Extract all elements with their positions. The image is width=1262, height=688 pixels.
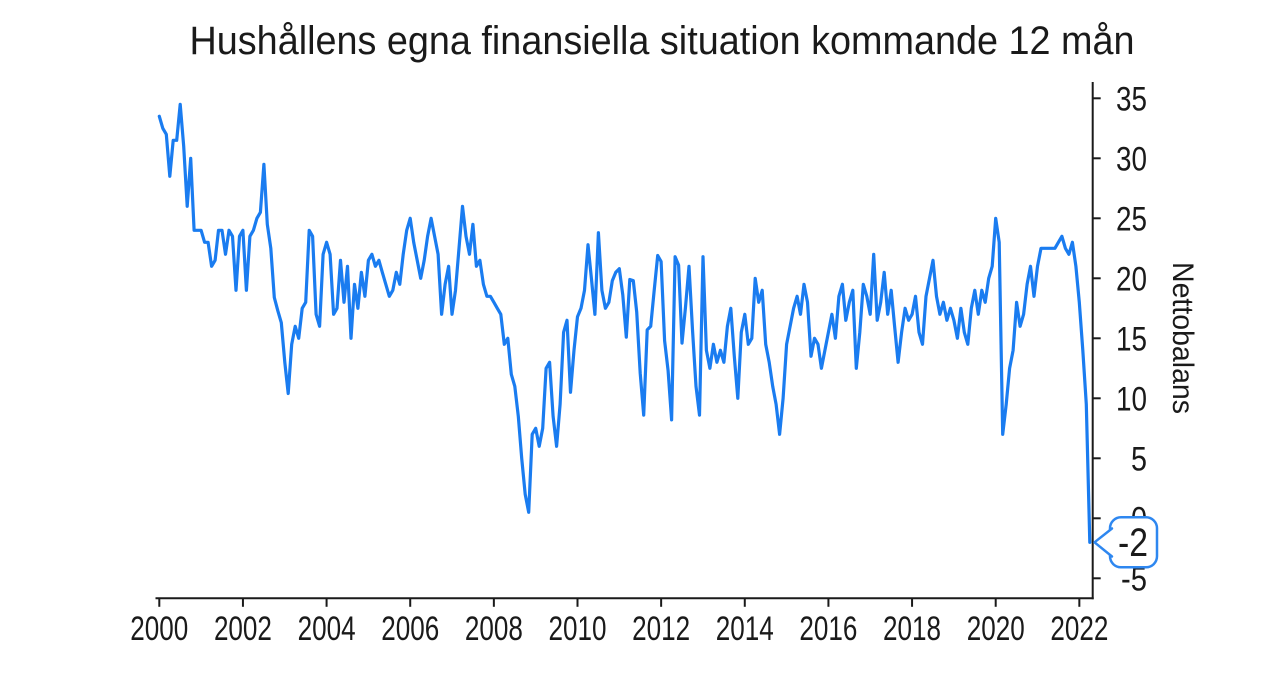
y-axis-label: Nettobalans <box>1166 262 1199 414</box>
y-tick-label: 5 <box>1131 440 1147 478</box>
y-tick-label: 25 <box>1116 200 1147 238</box>
x-tick-label: 2020 <box>967 610 1025 648</box>
y-tick-label: 15 <box>1116 320 1147 358</box>
callout-pointer-fill <box>1094 528 1112 557</box>
x-tick-label: 2004 <box>298 610 356 648</box>
callout-value: -2 <box>1118 521 1148 565</box>
series-line <box>157 102 1092 544</box>
x-tick-label: 2002 <box>214 610 272 648</box>
x-tick-label: 2018 <box>883 610 941 648</box>
y-tick-label: 30 <box>1116 140 1147 178</box>
y-tick-label: 35 <box>1116 80 1147 118</box>
x-tick-label: 2010 <box>549 610 607 648</box>
chart-title: Hushållens egna finansiella situation ko… <box>190 19 1135 63</box>
x-tick-label: 2006 <box>381 610 439 648</box>
x-tick-label: 2008 <box>465 610 523 648</box>
callout-pointer-icon <box>1093 527 1114 558</box>
x-tick-label: 2000 <box>130 610 188 648</box>
y-tick-label: 10 <box>1116 380 1147 418</box>
y-tick-label: 20 <box>1116 260 1147 298</box>
x-tick-label: 2012 <box>632 610 690 648</box>
chart-generated-layer: 2000 2002 2004 2006 2008 2010 2012 2014 2016 2018… <box>130 80 1159 648</box>
chart-text-layer: Hushållens egna finansiella situation ko… <box>190 19 1200 565</box>
x-tick-label: 2022 <box>1050 610 1108 648</box>
x-tick-label: 2016 <box>799 610 857 648</box>
x-tick-label: 2014 <box>716 610 774 648</box>
